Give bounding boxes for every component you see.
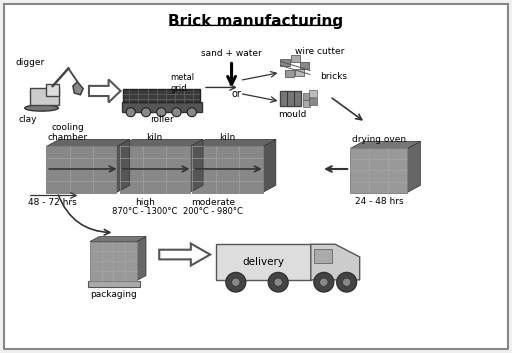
Text: mould: mould xyxy=(279,110,307,119)
FancyBboxPatch shape xyxy=(303,94,310,101)
Text: wire cutter: wire cutter xyxy=(295,47,345,56)
FancyBboxPatch shape xyxy=(281,91,301,107)
FancyBboxPatch shape xyxy=(281,59,290,66)
Polygon shape xyxy=(159,244,210,265)
Ellipse shape xyxy=(25,105,58,111)
Circle shape xyxy=(274,278,283,286)
Polygon shape xyxy=(46,139,130,146)
Circle shape xyxy=(226,273,246,292)
FancyBboxPatch shape xyxy=(121,102,202,113)
Text: kiln: kiln xyxy=(219,133,236,143)
Polygon shape xyxy=(119,139,203,146)
Circle shape xyxy=(337,273,356,292)
Polygon shape xyxy=(73,82,83,95)
Circle shape xyxy=(157,108,166,117)
Polygon shape xyxy=(116,139,130,192)
Text: kiln: kiln xyxy=(146,133,163,143)
Circle shape xyxy=(319,278,328,286)
Polygon shape xyxy=(407,141,420,192)
Circle shape xyxy=(126,108,135,117)
Text: 48 - 72 hrs: 48 - 72 hrs xyxy=(28,198,77,207)
FancyBboxPatch shape xyxy=(30,88,59,105)
Polygon shape xyxy=(137,237,146,281)
Text: roller: roller xyxy=(150,115,174,124)
Circle shape xyxy=(314,273,334,292)
Text: moderate: moderate xyxy=(190,198,235,207)
Text: 870°C - 1300°C: 870°C - 1300°C xyxy=(112,207,178,216)
Text: delivery: delivery xyxy=(243,257,285,267)
FancyBboxPatch shape xyxy=(88,281,140,287)
Text: metal
grid: metal grid xyxy=(170,73,195,92)
Circle shape xyxy=(343,278,351,286)
Circle shape xyxy=(268,273,288,292)
Text: or: or xyxy=(232,89,242,99)
FancyBboxPatch shape xyxy=(314,249,332,263)
Circle shape xyxy=(172,108,181,117)
FancyBboxPatch shape xyxy=(300,62,309,70)
Circle shape xyxy=(187,108,197,117)
Text: digger: digger xyxy=(16,59,45,67)
FancyBboxPatch shape xyxy=(46,84,59,96)
FancyBboxPatch shape xyxy=(193,146,263,192)
Polygon shape xyxy=(350,141,420,149)
Polygon shape xyxy=(263,139,276,192)
Text: packaging: packaging xyxy=(91,289,137,299)
FancyBboxPatch shape xyxy=(350,149,407,192)
FancyBboxPatch shape xyxy=(4,4,508,349)
Text: Brick manufacturing: Brick manufacturing xyxy=(168,14,344,29)
Text: 24 - 48 hrs: 24 - 48 hrs xyxy=(355,197,403,205)
Text: drying oven: drying oven xyxy=(352,135,407,144)
Polygon shape xyxy=(193,139,276,146)
FancyBboxPatch shape xyxy=(309,98,316,105)
FancyBboxPatch shape xyxy=(285,71,294,77)
Polygon shape xyxy=(90,237,146,241)
FancyBboxPatch shape xyxy=(295,70,304,77)
FancyBboxPatch shape xyxy=(309,90,316,97)
Text: high: high xyxy=(135,198,155,207)
FancyBboxPatch shape xyxy=(216,244,311,280)
FancyBboxPatch shape xyxy=(90,241,137,281)
FancyBboxPatch shape xyxy=(123,89,201,102)
FancyBboxPatch shape xyxy=(46,146,116,192)
Polygon shape xyxy=(190,139,203,192)
Circle shape xyxy=(231,278,240,286)
Text: 200°C - 980°C: 200°C - 980°C xyxy=(183,207,243,216)
FancyBboxPatch shape xyxy=(119,146,190,192)
Polygon shape xyxy=(311,244,359,280)
FancyBboxPatch shape xyxy=(291,55,301,62)
Text: clay: clay xyxy=(18,115,37,125)
Circle shape xyxy=(141,108,151,117)
Text: bricks: bricks xyxy=(320,72,347,81)
Polygon shape xyxy=(89,79,120,102)
Text: cooling
chamber: cooling chamber xyxy=(48,123,88,143)
FancyBboxPatch shape xyxy=(303,101,310,107)
Text: sand + water: sand + water xyxy=(201,49,262,58)
